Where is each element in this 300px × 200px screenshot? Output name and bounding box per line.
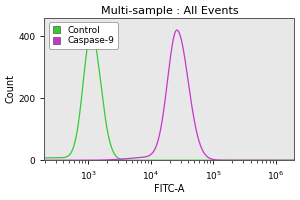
X-axis label: FITC-A: FITC-A: [154, 184, 185, 194]
Title: Multi-sample : All Events: Multi-sample : All Events: [101, 6, 238, 16]
Y-axis label: Count: Count: [6, 74, 16, 103]
Legend: Control, Caspase-9: Control, Caspase-9: [49, 22, 118, 49]
